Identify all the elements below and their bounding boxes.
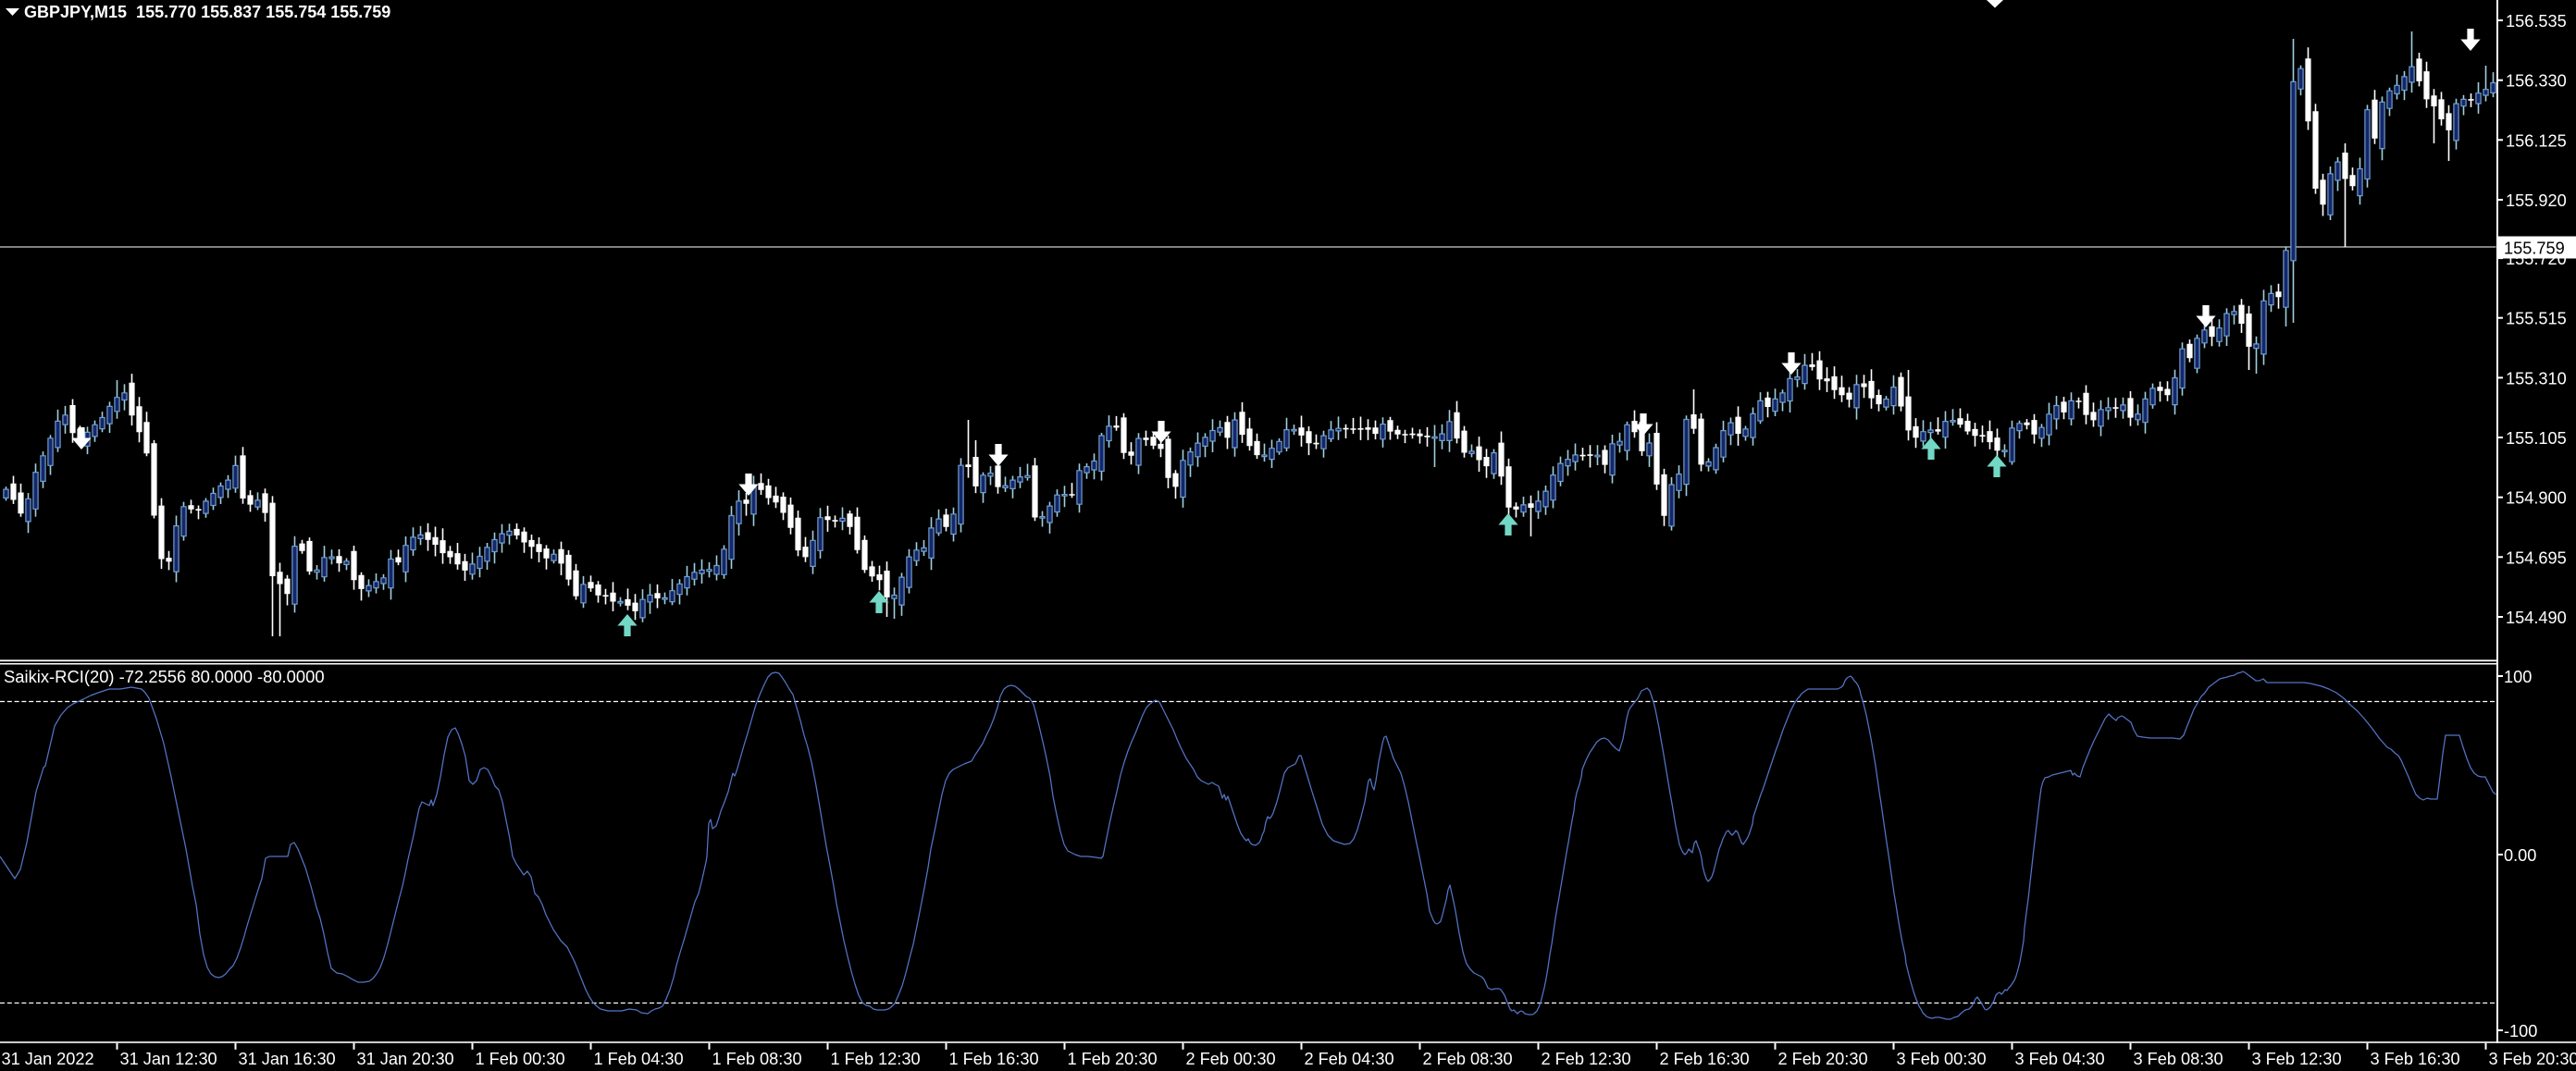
svg-text:1 Feb 00:30: 1 Feb 00:30 (476, 1050, 565, 1068)
svg-text:3 Feb 12:30: 3 Feb 12:30 (2252, 1050, 2342, 1068)
svg-text:1 Feb 12:30: 1 Feb 12:30 (831, 1050, 921, 1068)
svg-text:31 Jan 20:30: 31 Jan 20:30 (357, 1050, 454, 1068)
svg-text:Saikix-RCI(20) -72.2556 80.000: Saikix-RCI(20) -72.2556 80.0000 -80.0000 (4, 667, 325, 686)
svg-text:155.920: 155.920 (2506, 191, 2567, 210)
svg-text:1 Feb 08:30: 1 Feb 08:30 (712, 1050, 802, 1068)
svg-text:3 Feb 20:30: 3 Feb 20:30 (2489, 1050, 2576, 1068)
svg-text:1 Feb 20:30: 1 Feb 20:30 (1068, 1050, 1158, 1068)
svg-text:156.330: 156.330 (2506, 72, 2567, 91)
svg-text:1 Feb 16:30: 1 Feb 16:30 (949, 1050, 1039, 1068)
svg-text:31 Jan 2022: 31 Jan 2022 (2, 1050, 94, 1068)
svg-text:155.759: 155.759 (2504, 240, 2565, 258)
svg-text:156.125: 156.125 (2506, 131, 2567, 150)
svg-text:0.00: 0.00 (2504, 846, 2536, 865)
svg-text:154.900: 154.900 (2506, 489, 2567, 508)
svg-text:2 Feb 08:30: 2 Feb 08:30 (1423, 1050, 1513, 1068)
svg-text:3 Feb 04:30: 3 Feb 04:30 (2015, 1050, 2105, 1068)
svg-text:-100: -100 (2504, 1022, 2537, 1040)
svg-text:2 Feb 20:30: 2 Feb 20:30 (1778, 1050, 1868, 1068)
svg-text:GBPJPY,M15 155.770 155.837 15: GBPJPY,M15 155.770 155.837 155.754 155.7… (24, 3, 390, 21)
svg-text:31 Jan 12:30: 31 Jan 12:30 (120, 1050, 217, 1068)
svg-text:2 Feb 00:30: 2 Feb 00:30 (1186, 1050, 1276, 1068)
svg-text:2 Feb 16:30: 2 Feb 16:30 (1660, 1050, 1750, 1068)
svg-text:155.515: 155.515 (2506, 310, 2567, 328)
svg-text:3 Feb 16:30: 3 Feb 16:30 (2371, 1050, 2460, 1068)
svg-text:2 Feb 04:30: 2 Feb 04:30 (1305, 1050, 1394, 1068)
svg-text:3 Feb 00:30: 3 Feb 00:30 (1897, 1050, 1987, 1068)
svg-text:1 Feb 04:30: 1 Feb 04:30 (594, 1050, 684, 1068)
svg-text:155.310: 155.310 (2506, 369, 2567, 388)
svg-text:3 Feb 08:30: 3 Feb 08:30 (2134, 1050, 2223, 1068)
svg-text:155.105: 155.105 (2506, 429, 2567, 448)
svg-text:154.490: 154.490 (2506, 609, 2567, 627)
svg-text:31 Jan 16:30: 31 Jan 16:30 (239, 1050, 336, 1068)
svg-text:2 Feb 12:30: 2 Feb 12:30 (1542, 1050, 1631, 1068)
svg-text:100: 100 (2504, 668, 2532, 686)
svg-text:154.695: 154.695 (2506, 548, 2567, 567)
svg-text:156.535: 156.535 (2506, 12, 2567, 31)
